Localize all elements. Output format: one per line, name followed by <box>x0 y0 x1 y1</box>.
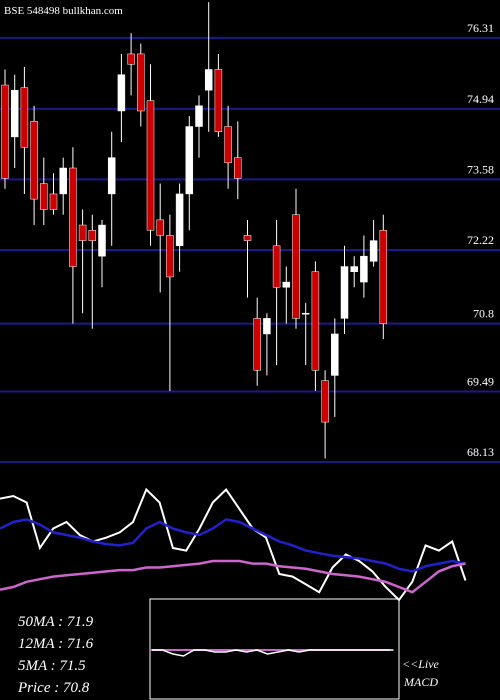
candle-body <box>243 235 252 241</box>
macd-label: MACD <box>403 675 438 689</box>
candle-body <box>156 219 164 236</box>
candle-body <box>360 255 368 283</box>
candle-body <box>195 105 203 127</box>
candle-body <box>272 245 281 288</box>
stat-label: 5MA : 71.5 <box>18 658 86 674</box>
candle-body <box>107 157 116 195</box>
indicator-line <box>0 487 467 602</box>
candle-body <box>204 69 213 91</box>
candle-body <box>282 281 291 288</box>
stat-label: Price : 70.8 <box>17 680 90 696</box>
y-tick-label: 69.49 <box>467 375 494 389</box>
candle-body <box>166 235 174 278</box>
candle-body <box>340 266 349 319</box>
candle-body <box>224 126 232 164</box>
candle-body <box>98 224 106 257</box>
indicator-line <box>0 559 466 594</box>
stat-label: 12MA : 71.6 <box>18 636 94 652</box>
candle-body <box>137 53 145 112</box>
candle-body <box>49 193 58 210</box>
y-tick-label: 68.13 <box>467 445 494 459</box>
candle-body <box>175 193 184 247</box>
candle-body <box>88 229 97 241</box>
candle-body <box>350 266 358 272</box>
candle-body <box>146 100 155 231</box>
candle-body <box>117 74 126 112</box>
stat-label: 50MA : 71.9 <box>18 614 94 630</box>
candle-body <box>292 214 300 319</box>
candle-body <box>369 240 378 262</box>
candle-body <box>59 167 67 195</box>
macd-line <box>152 649 394 657</box>
candle-body <box>263 318 271 335</box>
candle-body <box>379 229 388 324</box>
candle-body <box>30 121 38 200</box>
candle-body <box>127 53 135 65</box>
candle-body <box>20 87 29 148</box>
y-tick-label: 73.58 <box>467 162 494 176</box>
y-tick-label: 74.94 <box>467 92 494 106</box>
live-label: <<Live <box>402 657 440 671</box>
candle-body <box>301 312 310 315</box>
indicator-line <box>0 518 466 573</box>
candle-body <box>234 157 242 179</box>
y-tick-label: 72.22 <box>467 233 494 247</box>
y-tick-label: 76.31 <box>467 21 494 35</box>
candle-body <box>185 126 194 195</box>
candle-body <box>78 224 87 241</box>
candle-body <box>214 69 223 132</box>
candle-body <box>331 333 339 376</box>
y-tick-label: 70.8 <box>473 307 494 321</box>
candle-body <box>10 89 19 138</box>
candle-body <box>40 183 48 210</box>
candle-body <box>321 380 329 423</box>
candle-body <box>1 84 9 179</box>
candle-body <box>253 318 261 371</box>
chart-title: BSE 548498 bullkhan.com <box>4 5 123 17</box>
candle-body <box>311 271 320 371</box>
candle-body <box>69 167 77 267</box>
